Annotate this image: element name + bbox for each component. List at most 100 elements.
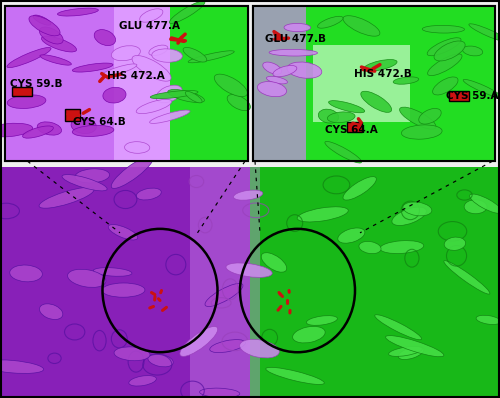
FancyBboxPatch shape xyxy=(190,167,260,398)
Ellipse shape xyxy=(150,90,198,99)
Ellipse shape xyxy=(374,315,422,340)
Ellipse shape xyxy=(108,224,138,240)
FancyBboxPatch shape xyxy=(5,6,194,161)
Ellipse shape xyxy=(359,242,381,254)
FancyBboxPatch shape xyxy=(250,167,500,398)
Ellipse shape xyxy=(398,347,424,359)
Ellipse shape xyxy=(40,27,63,44)
Ellipse shape xyxy=(400,107,436,129)
Ellipse shape xyxy=(94,29,116,45)
Ellipse shape xyxy=(40,304,63,320)
Ellipse shape xyxy=(150,110,190,123)
Ellipse shape xyxy=(140,9,163,22)
Ellipse shape xyxy=(152,49,182,62)
Ellipse shape xyxy=(200,388,240,398)
Ellipse shape xyxy=(364,60,397,71)
Ellipse shape xyxy=(469,24,500,42)
Ellipse shape xyxy=(0,123,32,137)
Ellipse shape xyxy=(258,82,286,97)
Text: CYS 64.A: CYS 64.A xyxy=(325,125,378,135)
Ellipse shape xyxy=(75,169,110,183)
Ellipse shape xyxy=(261,253,286,272)
Ellipse shape xyxy=(325,141,362,163)
Ellipse shape xyxy=(422,25,465,33)
Ellipse shape xyxy=(292,326,325,343)
Ellipse shape xyxy=(297,207,348,222)
Ellipse shape xyxy=(338,228,365,243)
Ellipse shape xyxy=(380,241,424,254)
Ellipse shape xyxy=(112,46,140,61)
Ellipse shape xyxy=(102,283,145,297)
Text: HIS 472.A: HIS 472.A xyxy=(107,71,164,81)
FancyBboxPatch shape xyxy=(0,167,250,398)
Ellipse shape xyxy=(210,339,246,353)
Ellipse shape xyxy=(102,64,137,76)
Ellipse shape xyxy=(7,47,51,68)
Ellipse shape xyxy=(234,190,263,200)
Ellipse shape xyxy=(156,85,182,103)
FancyBboxPatch shape xyxy=(347,122,362,132)
Ellipse shape xyxy=(328,101,364,113)
Ellipse shape xyxy=(58,8,98,16)
Ellipse shape xyxy=(403,202,432,216)
Ellipse shape xyxy=(393,77,418,84)
Ellipse shape xyxy=(72,125,114,137)
FancyBboxPatch shape xyxy=(5,6,114,161)
Ellipse shape xyxy=(318,109,338,123)
Ellipse shape xyxy=(180,326,218,356)
Ellipse shape xyxy=(168,90,204,103)
Ellipse shape xyxy=(29,16,60,36)
Ellipse shape xyxy=(434,41,465,61)
Ellipse shape xyxy=(284,23,310,32)
Ellipse shape xyxy=(428,54,462,76)
Ellipse shape xyxy=(427,38,461,56)
Ellipse shape xyxy=(240,339,280,358)
FancyBboxPatch shape xyxy=(66,109,80,121)
Ellipse shape xyxy=(287,62,322,78)
FancyBboxPatch shape xyxy=(313,45,410,123)
Ellipse shape xyxy=(444,237,466,250)
Ellipse shape xyxy=(37,122,62,135)
Ellipse shape xyxy=(124,142,150,153)
Ellipse shape xyxy=(386,336,444,357)
Ellipse shape xyxy=(149,45,168,56)
Ellipse shape xyxy=(183,47,207,62)
Ellipse shape xyxy=(170,1,205,23)
FancyBboxPatch shape xyxy=(5,6,248,161)
Ellipse shape xyxy=(40,55,72,65)
Ellipse shape xyxy=(462,46,482,56)
Ellipse shape xyxy=(343,177,376,200)
Text: HIS 472.B: HIS 472.B xyxy=(354,69,412,79)
Ellipse shape xyxy=(72,63,113,72)
Ellipse shape xyxy=(226,263,272,277)
Text: CYS 64.B: CYS 64.B xyxy=(73,117,126,127)
Text: GLU 477.B: GLU 477.B xyxy=(264,34,326,44)
Ellipse shape xyxy=(39,187,94,208)
Ellipse shape xyxy=(136,100,172,114)
Ellipse shape xyxy=(476,315,500,324)
Ellipse shape xyxy=(266,367,324,384)
Ellipse shape xyxy=(273,66,297,77)
FancyBboxPatch shape xyxy=(448,91,468,101)
Ellipse shape xyxy=(227,95,250,111)
Ellipse shape xyxy=(306,316,338,325)
Ellipse shape xyxy=(129,376,156,386)
Ellipse shape xyxy=(33,15,51,25)
Ellipse shape xyxy=(205,283,243,306)
Ellipse shape xyxy=(214,74,248,97)
Text: GLU 477.A: GLU 477.A xyxy=(118,21,180,31)
Ellipse shape xyxy=(388,346,422,356)
Ellipse shape xyxy=(188,51,234,63)
Ellipse shape xyxy=(10,265,42,282)
Ellipse shape xyxy=(418,108,441,124)
Ellipse shape xyxy=(22,126,54,138)
Ellipse shape xyxy=(111,156,154,188)
Text: CYS 59.A: CYS 59.A xyxy=(446,91,499,101)
Ellipse shape xyxy=(114,347,150,361)
Ellipse shape xyxy=(94,267,132,276)
Ellipse shape xyxy=(136,188,162,200)
Ellipse shape xyxy=(42,36,76,52)
Ellipse shape xyxy=(328,112,355,123)
Ellipse shape xyxy=(464,200,487,214)
FancyBboxPatch shape xyxy=(12,87,32,96)
